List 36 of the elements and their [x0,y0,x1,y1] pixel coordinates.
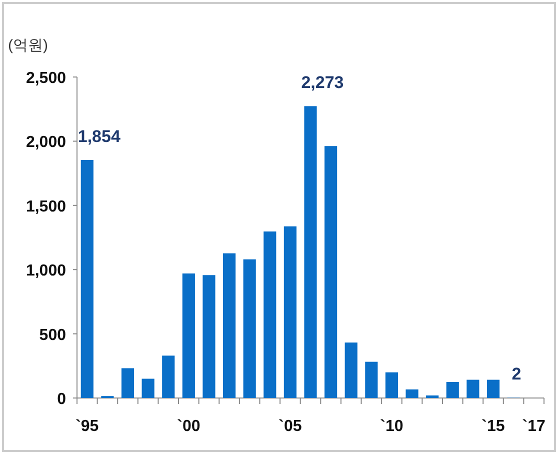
bar [162,356,175,398]
y-tick-label: 2,000 [26,134,66,152]
x-tick-label: `17 [522,418,546,435]
bar [466,380,480,398]
bar [284,226,296,398]
data-label: 2 [512,364,522,384]
bar [406,389,418,398]
bar [222,253,236,398]
y-tick-label: 0 [57,391,66,408]
bar [182,273,195,398]
y-tick-label: 500 [39,326,66,344]
bar [385,372,398,398]
x-tick-label: `10 [380,418,404,435]
y-tick-label: 2,500 [26,70,66,87]
data-label: 1,854 [78,126,121,146]
y-axis-title: (억원) [8,37,48,54]
data-label: 2,273 [301,73,344,92]
bar [121,368,134,398]
bar [344,342,358,398]
bar [486,380,500,398]
bar [142,378,154,398]
bar [365,362,378,398]
y-tick-label: 1,000 [26,262,66,280]
x-tick-label: `95 [76,418,99,435]
bar [202,275,216,398]
bar [80,160,94,398]
x-tick-label: `05 [278,418,302,435]
bar [304,106,317,398]
x-tick-label: `15 [482,418,505,435]
x-tick-label: `00 [177,418,200,435]
bar [446,382,459,398]
bar [426,395,439,398]
y-tick-label: 1,500 [26,198,66,216]
bar [243,259,256,398]
bar [264,231,276,398]
bar [324,146,338,398]
